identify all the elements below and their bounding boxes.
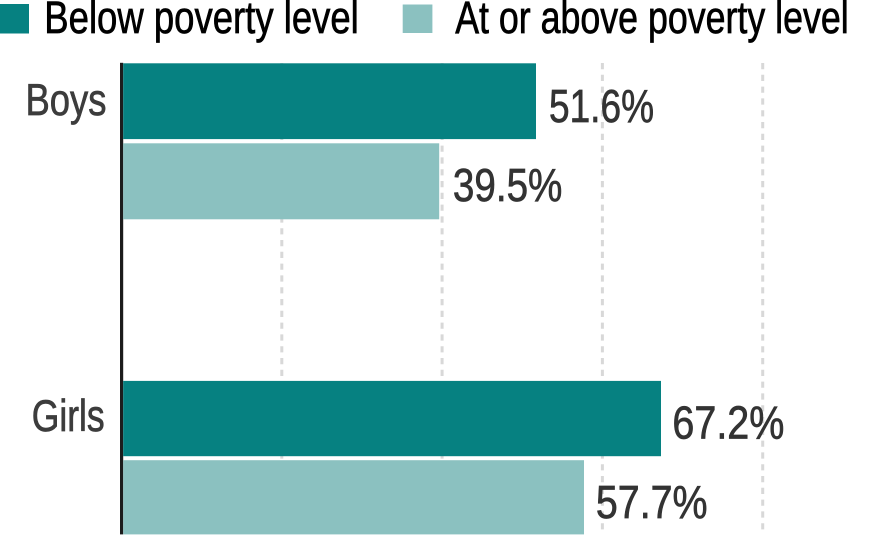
svg-text:Boys: Boys [26,76,107,125]
svg-text:Below poverty level: Below poverty level [44,0,359,43]
svg-text:67.2%: 67.2% [672,396,784,448]
svg-text:57.7%: 57.7% [596,476,708,528]
svg-text:39.5%: 39.5% [453,159,563,211]
svg-text:At or above poverty level: At or above poverty level [455,0,849,43]
svg-text:51.6%: 51.6% [549,80,654,132]
svg-text:Girls: Girls [32,392,105,441]
